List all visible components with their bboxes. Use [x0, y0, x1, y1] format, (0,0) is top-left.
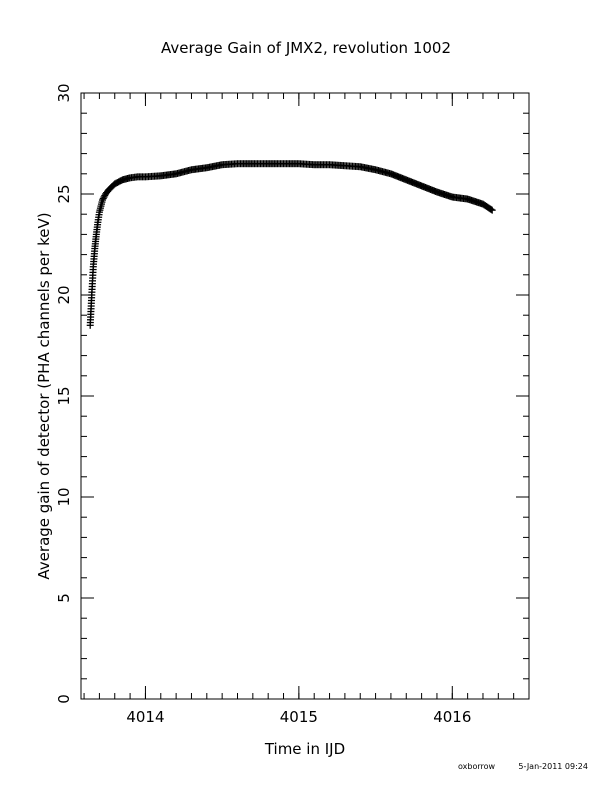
x-tick-label: 4016 [433, 708, 471, 726]
data-points [86, 160, 496, 329]
data-point [99, 195, 107, 203]
x-tick-label: 4015 [280, 708, 318, 726]
y-tick-label: 15 [55, 386, 73, 405]
data-point [487, 205, 495, 213]
footer-user: oxborrow [458, 762, 496, 771]
data-point [98, 196, 106, 204]
x-tick-label: 4014 [126, 708, 164, 726]
y-tick-label: 0 [55, 694, 73, 704]
y-tick-label: 20 [55, 285, 73, 304]
footer-timestamp: 5-Jan-2011 09:24 [518, 762, 588, 771]
axis-ticks: 4014 4015 4016 0 5 10 15 20 25 30 [55, 83, 530, 726]
x-axis-label: Time in IJD [264, 740, 345, 758]
plot-frame [80, 92, 530, 700]
y-tick-label: 10 [55, 487, 73, 506]
y-axis-label: Average gain of detector (PHA channels p… [35, 212, 53, 579]
data-point [488, 206, 496, 214]
chart-title: Average Gain of JMX2, revolution 1002 [161, 39, 451, 57]
data-point [100, 193, 108, 201]
y-tick-label: 25 [55, 184, 73, 203]
y-tick-label: 30 [55, 83, 73, 102]
y-tick-label: 5 [55, 593, 73, 603]
